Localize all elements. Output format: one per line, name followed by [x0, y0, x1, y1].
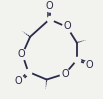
Text: O: O: [46, 1, 53, 11]
Text: O: O: [62, 69, 69, 79]
Text: O: O: [18, 49, 25, 59]
Text: O: O: [86, 60, 93, 70]
Text: O: O: [64, 21, 71, 31]
Text: O: O: [15, 76, 22, 86]
